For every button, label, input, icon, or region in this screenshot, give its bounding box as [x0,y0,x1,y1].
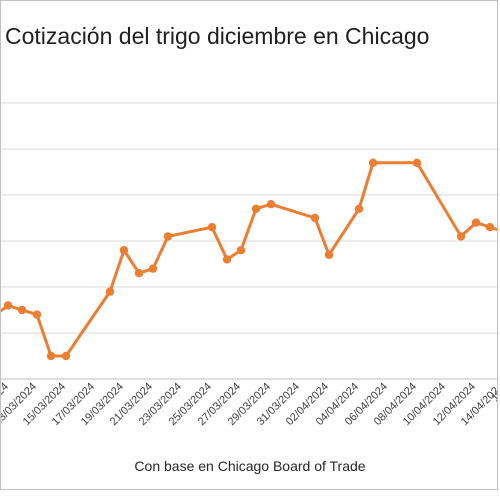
data-point [236,246,246,255]
data-point [61,351,71,361]
data-point [17,305,27,315]
data-point [3,301,13,310]
data-point [471,218,481,227]
data-point [148,264,158,273]
data-point [207,223,217,232]
data-point [368,158,378,167]
chart-title: Cotización del trigo diciembre en Chicag… [5,23,430,49]
data-point [32,310,42,319]
data-point [324,250,334,259]
series-line [1,161,497,358]
data-point [134,269,144,278]
x-tick-label: 16/0 [489,381,498,405]
chart-frame: Cotización del trigo diciembre en Chicag… [0,0,498,490]
data-point [222,255,232,264]
data-point [119,246,129,255]
data-point [310,213,320,223]
data-point [412,158,422,167]
data-point [46,351,56,361]
data-point [105,287,115,296]
data-point [354,204,364,213]
data-point [485,223,495,232]
x-axis-label: Con base en Chicago Board of Trade [134,458,366,474]
data-point [251,204,261,213]
data-point [456,232,466,241]
data-point [266,200,276,209]
data-point [163,232,173,241]
chart-plot: /03/202413/03/202415/03/202417/03/202419… [1,102,498,428]
